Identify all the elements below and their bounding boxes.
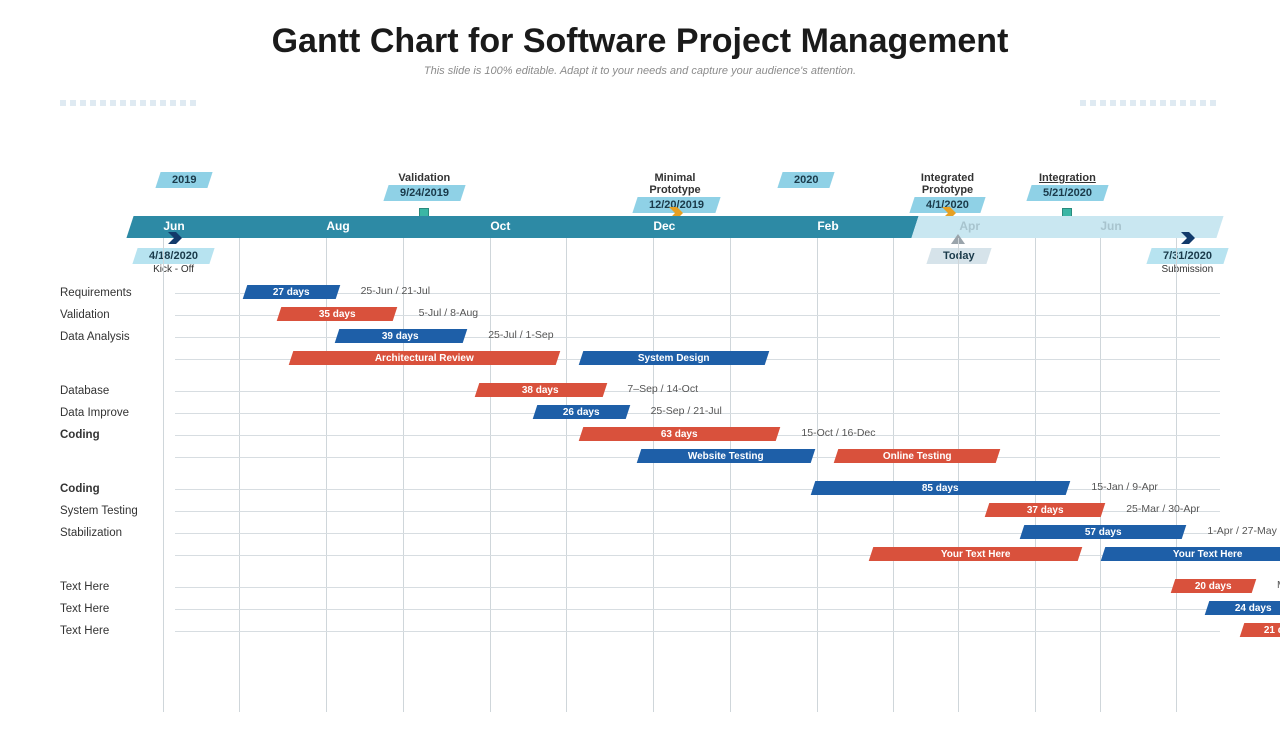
gantt-row: Architectural Review System Design bbox=[60, 348, 1220, 370]
gantt-row: Coding 85 days 15-Jan / 9-Apr bbox=[60, 478, 1220, 500]
row-label: Text Here bbox=[60, 625, 172, 637]
gantt-chart: 2019Validation9/24/2019Minimal Prototype… bbox=[60, 172, 1220, 712]
gantt-row: Your Text HereYour Text Here bbox=[60, 544, 1220, 566]
gantt-row: Text Here24 daysMM/DD-MM/DD bbox=[60, 598, 1220, 620]
gantt-bar: 20 days bbox=[1170, 579, 1256, 593]
gantt-bar: 63 days bbox=[579, 427, 781, 441]
row-date-range: 15-Jan / 9-Apr bbox=[1091, 481, 1158, 493]
gantt-bar: Your Text Here bbox=[1101, 547, 1280, 561]
page-title: Gantt Chart for Software Project Managem… bbox=[0, 22, 1280, 61]
row-label: Data Improve bbox=[60, 407, 172, 419]
gantt-row: Stabilization57 days1-Apr / 27-May bbox=[60, 522, 1220, 544]
milestones-bottom: 4/18/2020Kick - OffToday7/31/2020Submiss… bbox=[130, 242, 1220, 284]
axis-month-label: Dec bbox=[654, 219, 676, 233]
gantt-bar: Architectural Review bbox=[289, 351, 560, 365]
row-date-range: 15-Oct / 16-Dec bbox=[801, 427, 875, 439]
milestone-bottom: 7/31/2020Submission bbox=[1147, 248, 1227, 275]
row-date-range: 25-Jul / 1-Sep bbox=[488, 329, 553, 341]
gantt-bar: Online Testing bbox=[834, 449, 1001, 463]
gantt-bar: 57 days bbox=[1020, 525, 1187, 539]
gantt-row: Requirements 27 days 25-Jun / 21-Jul bbox=[60, 282, 1220, 304]
axis-month-label: Aug bbox=[327, 219, 350, 233]
gantt-bar: 85 days bbox=[811, 481, 1071, 495]
row-label: Stabilization bbox=[60, 527, 172, 539]
row-label: System Testing bbox=[60, 505, 172, 517]
timeline-axis: Jun Aug Oct Dec Feb Apr Jun bbox=[130, 216, 1220, 238]
milestone-marker-chevron bbox=[1181, 232, 1193, 244]
milestones-top: 2019Validation9/24/2019Minimal Prototype… bbox=[130, 172, 1220, 214]
gantt-row: Database 38 days 7–Sep / 14-Oct bbox=[60, 380, 1220, 402]
axis-month-label: Oct bbox=[490, 219, 510, 233]
gantt-row: Validation 35 days 5-Jul / 8-Aug bbox=[60, 304, 1220, 326]
gantt-bar: 35 days bbox=[277, 307, 398, 321]
decor-right bbox=[1080, 100, 1220, 106]
milestone-bottom: 4/18/2020Kick - Off bbox=[134, 248, 214, 275]
gantt-row: Website Testing Online Testing bbox=[60, 446, 1220, 468]
today-marker-icon bbox=[951, 234, 965, 244]
gantt-bar: 37 days bbox=[985, 503, 1106, 517]
row-label: Text Here bbox=[60, 581, 172, 593]
milestone-top: Integration5/21/2020 bbox=[1027, 172, 1107, 201]
gantt-row: Coding 63 days 15-Oct / 16-Dec bbox=[60, 424, 1220, 446]
decor-left bbox=[60, 100, 200, 106]
row-label: Data Analysis bbox=[60, 331, 172, 343]
gantt-row: Text Here20 daysMM/DD-MM/DD bbox=[60, 576, 1220, 598]
gantt-bar: System Design bbox=[579, 351, 769, 365]
row-date-range: 1-Apr / 27-May bbox=[1207, 525, 1276, 537]
row-label: Coding bbox=[60, 429, 172, 441]
axis-month-label: Jun bbox=[163, 219, 184, 233]
milestone-top: 2019 bbox=[145, 172, 225, 188]
milestone-bottom: Today bbox=[918, 248, 998, 264]
milestone-top: 2020 bbox=[766, 172, 846, 188]
row-date-range: 5-Jul / 8-Aug bbox=[419, 307, 479, 319]
axis-month-label: Jun bbox=[1100, 219, 1121, 233]
subtitle: This slide is 100% editable. Adapt it to… bbox=[0, 65, 1280, 77]
gantt-row: Text Here21 daysMM/DD-MM/DD bbox=[60, 620, 1220, 642]
gantt-bar: 26 days bbox=[532, 405, 629, 419]
gantt-bar: Website Testing bbox=[637, 449, 816, 463]
row-date-range: 25-Sep / 21-Jul bbox=[651, 405, 722, 417]
axis-month-label: Apr bbox=[959, 219, 980, 233]
row-date-range: 7–Sep / 14-Oct bbox=[627, 383, 698, 395]
axis-month-label: Feb bbox=[817, 219, 838, 233]
row-label: Validation bbox=[60, 309, 172, 321]
row-label: Database bbox=[60, 385, 172, 397]
gantt-bar: 24 days bbox=[1205, 601, 1280, 615]
gantt-rows: Requirements 27 days 25-Jun / 21-Jul Valida… bbox=[60, 282, 1220, 642]
gantt-row: System Testing 37 days 25-Mar / 30-Apr bbox=[60, 500, 1220, 522]
gantt-row: Data Improve 26 days 25-Sep / 21-Jul bbox=[60, 402, 1220, 424]
row-label: Requirements bbox=[60, 287, 172, 299]
gantt-bar: Your Text Here bbox=[869, 547, 1082, 561]
milestone-marker-chevron bbox=[168, 232, 180, 244]
gantt-row: Data Analysis 39 days 25-Jul / 1-Sep bbox=[60, 326, 1220, 348]
gantt-bar: 39 days bbox=[335, 329, 467, 343]
row-date-range: 25-Mar / 30-Apr bbox=[1126, 503, 1200, 515]
milestone-top: Validation9/24/2019 bbox=[384, 172, 464, 201]
row-date-range: 25-Jun / 21-Jul bbox=[361, 285, 430, 297]
gantt-bar: 27 days bbox=[242, 285, 339, 299]
row-label: Text Here bbox=[60, 603, 172, 615]
gantt-bar: 38 days bbox=[474, 383, 606, 397]
gantt-bar: 21 days bbox=[1240, 623, 1280, 637]
row-label: Coding bbox=[60, 483, 172, 495]
